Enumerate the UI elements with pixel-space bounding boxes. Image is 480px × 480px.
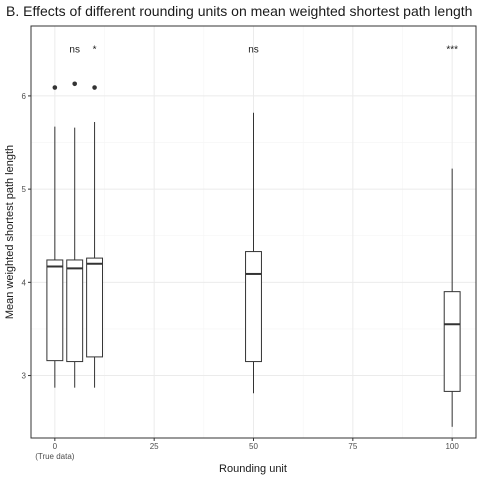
chart-title: B. Effects of different rounding units o…: [6, 3, 472, 19]
x-axis-title: Rounding unit: [219, 463, 287, 475]
iqr-box: [86, 257, 104, 358]
x-tick-label: 75: [348, 442, 357, 451]
box-1: [66, 81, 84, 388]
x-tick-label: 0: [53, 442, 58, 451]
significance-label: ns: [248, 44, 259, 55]
iqr-box: [245, 251, 262, 363]
y-tick-label: 5: [22, 185, 27, 194]
outlier-point: [72, 81, 78, 87]
iqr-box: [66, 259, 84, 363]
significance-label: ***: [446, 44, 458, 55]
iqr-box: [443, 291, 461, 392]
y-tick-label: 3: [22, 372, 27, 381]
box-0: [46, 85, 64, 388]
y-axis-title: Mean weighted shortest path length: [4, 145, 16, 319]
axis-ticks: 0(True data) 25 50 75 100 3 4 5 6: [22, 92, 460, 461]
significance-labels: ns * ns ***: [69, 44, 458, 55]
box-4: [443, 168, 461, 427]
x-tick-sublabel: (True data): [35, 452, 75, 461]
box-series: [46, 81, 461, 427]
y-tick-label: 6: [22, 92, 27, 101]
x-tick-label: 50: [249, 442, 258, 451]
outlier-point: [52, 85, 58, 90]
outlier-point: [92, 85, 97, 90]
y-tick-label: 4: [22, 278, 27, 287]
significance-label: ns: [69, 44, 80, 55]
significance-label: *: [93, 44, 97, 55]
iqr-box: [46, 259, 64, 362]
box-3: [245, 112, 262, 394]
box-2: [86, 85, 104, 388]
x-tick-label: 25: [150, 442, 159, 451]
x-tick-label: 100: [445, 442, 459, 451]
